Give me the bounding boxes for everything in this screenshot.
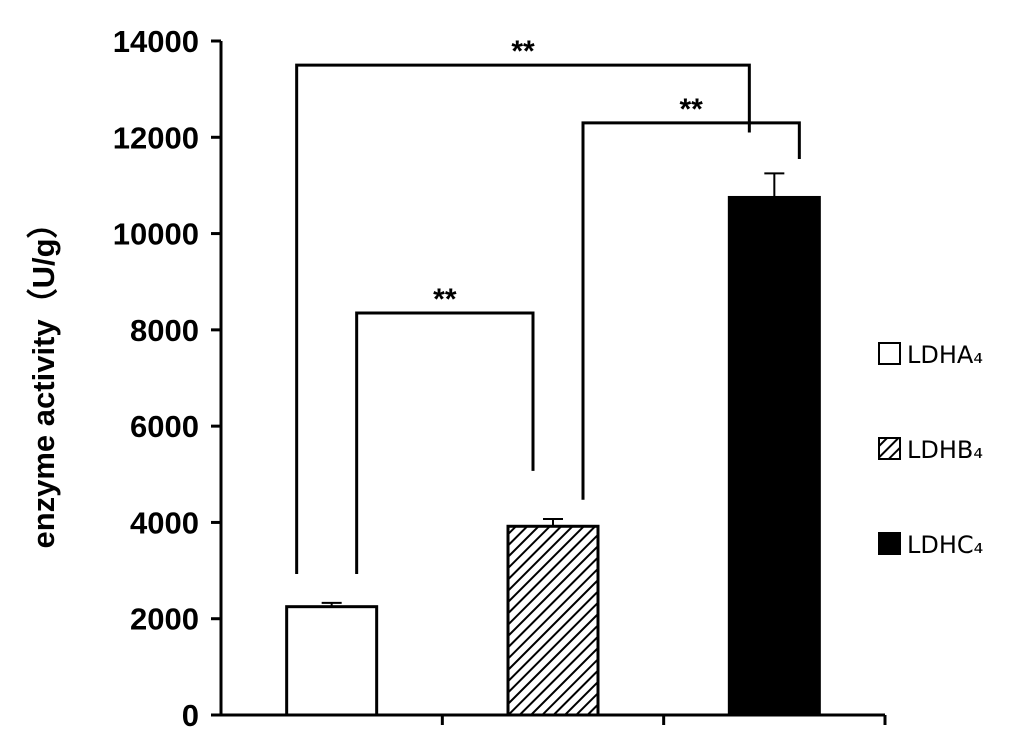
legend-label-1: LDHA₄ — [907, 341, 983, 369]
bar-2 — [506, 524, 600, 717]
y-tick-labels: 0 2000 4000 6000 8000 10000 12000 14000 — [113, 24, 199, 733]
legend: LDHA₄ LDHB₄ LDHC₄ — [878, 341, 983, 559]
legend-label-2: LDHB₄ — [907, 436, 983, 464]
significance-bracket-3 — [355, 311, 535, 574]
significance-label-2: ** — [679, 93, 703, 126]
y-axis-label: enzyme activity（U/g） — [26, 207, 61, 548]
y-tick-label-3: 6000 — [130, 409, 199, 444]
y-tick-label-1: 2000 — [130, 602, 199, 637]
y-tick-label-0: 0 — [182, 698, 199, 733]
y-tick-label-6: 12000 — [113, 120, 199, 155]
bar-1 — [285, 605, 379, 717]
legend-swatch-2 — [878, 437, 901, 460]
significance-bracket-1 — [295, 63, 751, 574]
significance-label-1: ** — [511, 35, 535, 68]
y-tick-label-4: 8000 — [130, 313, 199, 348]
significance-bracket-2 — [581, 121, 801, 500]
legend-swatch-1 — [878, 342, 901, 365]
bars — [285, 172, 821, 717]
significance-label-3: ** — [433, 283, 457, 316]
legend-swatch-3 — [878, 532, 901, 555]
y-tick-label-7: 14000 — [113, 24, 199, 59]
bar-3 — [727, 195, 821, 717]
significance-brackets: ** ** ** — [295, 35, 801, 574]
y-tick-label-2: 4000 — [130, 505, 199, 540]
y-tick-label-5: 10000 — [113, 217, 199, 252]
legend-label-3: LDHC₄ — [907, 531, 983, 559]
